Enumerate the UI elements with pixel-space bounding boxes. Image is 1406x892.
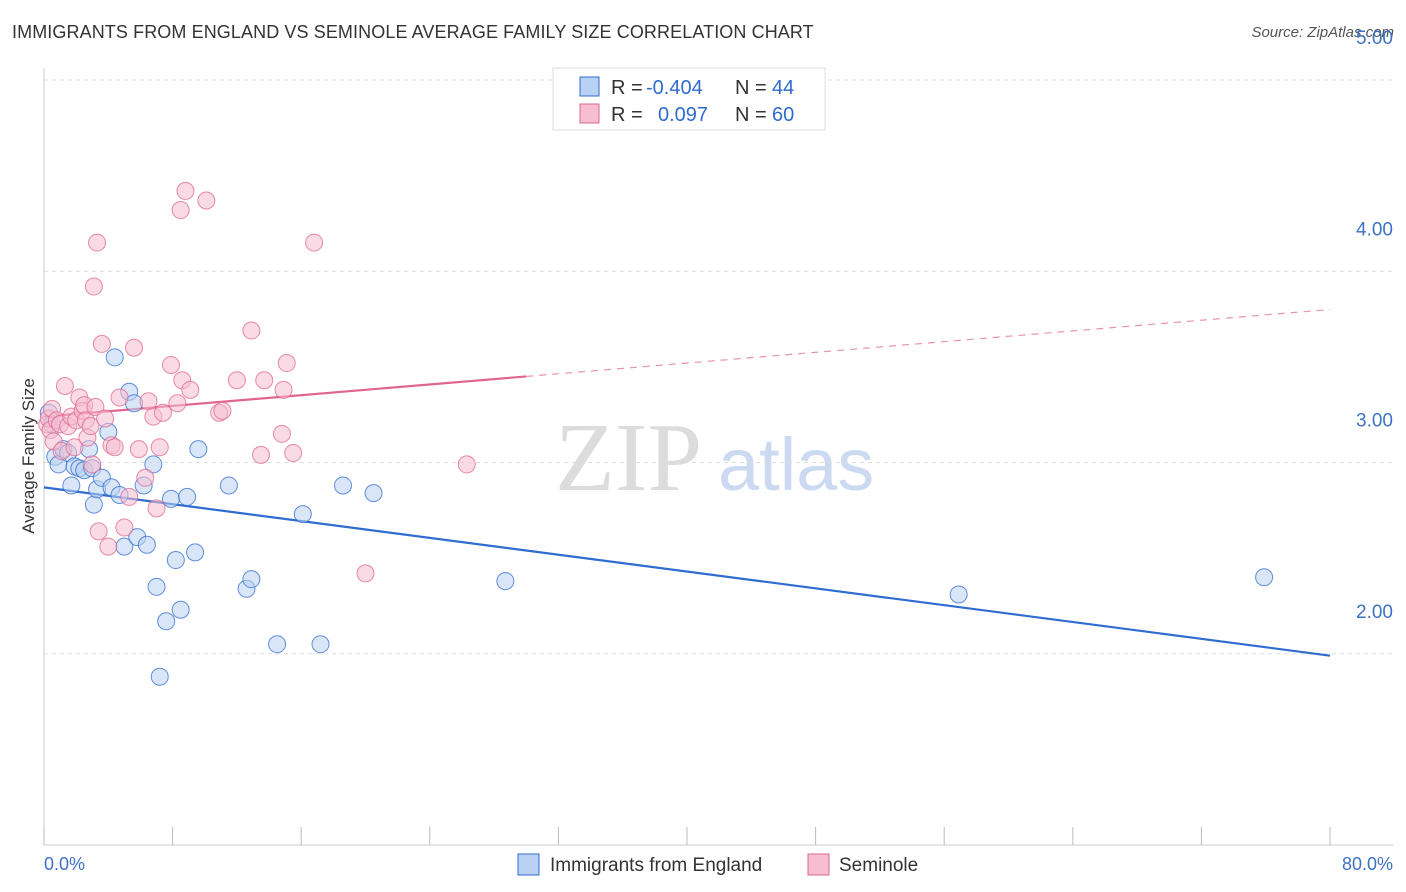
- point-seminole-48: [213, 401, 232, 420]
- point-seminole-39: [153, 403, 172, 422]
- point-seminole-56: [284, 443, 303, 462]
- legend-r-label-2: R =: [611, 104, 643, 126]
- point-seminole-59: [457, 455, 476, 474]
- legend-n-label-1: N =: [735, 77, 767, 99]
- legend-swatch-england: [517, 853, 540, 876]
- point-seminole-57: [305, 233, 324, 252]
- point-seminole-37: [147, 499, 166, 518]
- gridlines: [44, 79, 1393, 655]
- legend-label-seminole: Seminole: [839, 855, 918, 876]
- point-seminole-11: [65, 438, 84, 457]
- y-tick-label-1: 3.00: [1356, 411, 1393, 432]
- y-tick-labels: 2.00 3.00 4.00 5.00: [1356, 28, 1393, 623]
- point-seminole-18: [81, 417, 100, 436]
- point-england-28: [157, 612, 176, 631]
- point-england-44: [949, 585, 968, 604]
- point-england-6: [62, 476, 81, 495]
- point-seminole-20: [84, 277, 103, 296]
- point-seminole-8: [55, 377, 74, 395]
- point-seminole-38: [150, 438, 169, 457]
- point-seminole-25: [96, 409, 115, 428]
- point-seminole-31: [120, 487, 139, 506]
- point-seminole-54: [274, 380, 293, 399]
- point-seminole-50: [242, 321, 261, 340]
- point-seminole-24: [92, 334, 111, 353]
- y-axis-label: Average Family Size: [19, 378, 38, 534]
- stats-legend: R = -0.404 N = 44 R = 0.097 N = 60: [552, 67, 826, 131]
- point-seminole-23: [89, 522, 108, 541]
- y-tick-label-0: 2.00: [1356, 602, 1393, 623]
- point-england-34: [189, 440, 208, 459]
- point-seminole-22: [88, 233, 107, 252]
- point-england-26: [147, 577, 166, 596]
- axes: [43, 68, 1393, 846]
- legend-label-england: Immigrants from England: [550, 855, 762, 876]
- point-seminole-42: [171, 201, 190, 220]
- x-tick-label-min: 0.0%: [44, 854, 85, 874]
- point-england-27: [150, 667, 169, 686]
- point-seminole-51: [252, 445, 271, 464]
- legend-r-value-2: 0.097: [658, 104, 708, 126]
- point-england-30: [166, 551, 185, 570]
- point-england-31: [171, 600, 190, 619]
- point-seminole-28: [105, 438, 124, 457]
- point-seminole-26: [99, 537, 118, 556]
- point-seminole-52: [255, 371, 274, 390]
- point-england-37: [242, 570, 261, 589]
- legend-swatch-blue: [579, 76, 600, 97]
- point-england-43: [496, 572, 515, 591]
- point-seminole-58: [356, 564, 375, 583]
- legend-swatch-seminole: [807, 853, 830, 876]
- point-england-32: [178, 487, 197, 506]
- point-england-45: [1255, 568, 1274, 587]
- point-seminole-45: [181, 380, 200, 399]
- point-england-12: [84, 495, 103, 514]
- source-note: Source: ZipAtlas.com: [1251, 24, 1394, 41]
- point-seminole-53: [272, 424, 291, 443]
- point-seminole-32: [125, 338, 144, 357]
- y-tick-label-3: 5.00: [1356, 28, 1393, 49]
- legend-r-label-1: R =: [611, 77, 643, 99]
- chart-title: IMMIGRANTS FROM ENGLAND VS SEMINOLE AVER…: [12, 22, 814, 42]
- point-seminole-30: [115, 518, 134, 537]
- point-england-24: [137, 535, 156, 554]
- point-england-39: [293, 505, 312, 524]
- point-england-42: [364, 484, 383, 503]
- point-seminole-44: [176, 181, 195, 200]
- point-england-40: [311, 635, 330, 654]
- point-seminole-19: [83, 455, 102, 474]
- legend-n-label-2: N =: [735, 104, 767, 126]
- point-england-33: [186, 543, 205, 562]
- legend-r-value-1: -0.404: [646, 77, 703, 99]
- point-seminole-40: [161, 355, 180, 374]
- point-england-35: [219, 476, 238, 495]
- series-legend: Immigrants from England Seminole: [517, 853, 918, 876]
- point-seminole-21: [86, 398, 105, 417]
- point-seminole-29: [110, 388, 129, 407]
- watermark-atlas: atlas: [718, 423, 874, 506]
- x-tick-label-max: 80.0%: [1342, 854, 1393, 874]
- data-points: [38, 181, 1274, 686]
- legend-n-value-1: 44: [772, 77, 794, 99]
- point-seminole-41: [168, 394, 187, 413]
- trend-line-extension-1: [526, 308, 1331, 378]
- point-england-25: [144, 455, 163, 474]
- point-seminole-34: [136, 468, 155, 487]
- point-england-41: [333, 476, 352, 495]
- point-seminole-33: [129, 440, 148, 459]
- legend-n-value-2: 60: [772, 104, 794, 126]
- point-seminole-55: [277, 354, 296, 373]
- legend-swatch-pink: [579, 103, 600, 124]
- trend-line-0: [43, 486, 1331, 657]
- point-england-38: [268, 635, 287, 654]
- point-england-17: [105, 348, 124, 367]
- point-seminole-46: [197, 191, 216, 210]
- point-england-29: [161, 489, 180, 508]
- y-tick-label-2: 4.00: [1356, 219, 1393, 240]
- point-seminole-35: [139, 392, 158, 411]
- point-seminole-49: [227, 371, 246, 390]
- watermark-zip: ZIP: [555, 404, 702, 512]
